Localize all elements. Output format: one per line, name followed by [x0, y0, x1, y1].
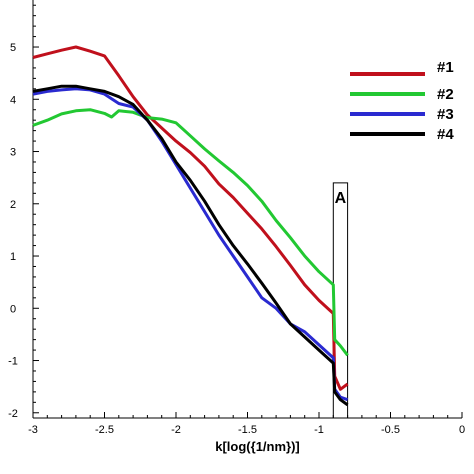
x-tick-label: -3: [28, 424, 38, 436]
y-tick-label: -1: [8, 356, 18, 368]
x-tick-label: -0.5: [381, 424, 400, 436]
series-line-2: [32, 108, 349, 357]
y-tick-label: 0: [10, 303, 16, 315]
plot-area: -3 -2.5 -2 -1.5 -1 -0.5 0 -2 -1 0 1 2 3 4 5 k[log({1/nm…: [8, 0, 465, 454]
x-tick-label: -1: [314, 424, 324, 436]
series-line-1: [32, 45, 349, 391]
y-tick-label: 4: [10, 94, 16, 106]
x-axis-title: k[log({1/nm})]: [215, 439, 300, 454]
x-tick-label: -2.5: [95, 424, 114, 436]
legend-label-4: #4: [437, 126, 454, 143]
y-tick-label: 3: [10, 147, 16, 159]
x-tick-label: -2: [171, 424, 181, 436]
legend-label-3: #3: [437, 106, 454, 123]
annotation-label: A: [335, 190, 347, 207]
y-tick-label: 5: [10, 42, 16, 54]
x-tick-label: -1.5: [238, 424, 257, 436]
y-tick-label: 1: [10, 251, 16, 263]
y-tick-label: -2: [8, 408, 18, 420]
y-tick-label: 2: [10, 199, 16, 211]
series-line-4: [32, 84, 349, 407]
legend-label-1: #1: [437, 59, 454, 76]
x-tick-label: 0: [459, 424, 465, 436]
legend-label-2: #2: [437, 86, 454, 103]
